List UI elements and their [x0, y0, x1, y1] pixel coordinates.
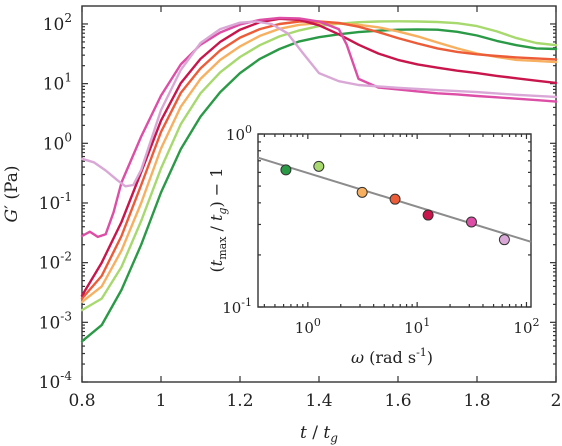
inset-ticks: 100 101 102 10-1 100	[222, 123, 539, 337]
inset-data-point-4	[389, 193, 401, 205]
main-x-tick-label: 1.4	[305, 391, 332, 411]
main-ticks: 0.8 1 1.2 1.4 1.6 1.8 210-410-310-210-11001011…	[39, 6, 562, 411]
inset-data-point-1	[280, 164, 292, 176]
main-y-tick-label: 10-4	[39, 369, 73, 393]
main-axes: 0.8 1 1.2 1.4 1.6 1.8 210-410-310-210-11001011…	[2, 5, 562, 445]
series-line-7	[80, 20, 558, 188]
main-x-tick-label: 0.8	[68, 391, 95, 411]
main-y-tick-label: 102	[43, 11, 72, 35]
inset-y-axis-label: (tmax / tg) − 1	[207, 168, 229, 273]
main-y-axis-label: G′ (Pa)	[2, 166, 22, 223]
inset-y-tick-label: 10-1	[222, 296, 252, 317]
inset-x-tick-label: 100	[295, 316, 321, 337]
inset-y-tick-label: 100	[226, 123, 252, 144]
inset-data-point-7	[498, 234, 510, 246]
main-y-tick-label: 10-1	[39, 190, 72, 214]
inset-data-point-6	[465, 216, 477, 228]
main-y-tick-label: 100	[43, 130, 72, 154]
series-line-1	[80, 28, 558, 343]
main-x-tick-label: 1	[156, 391, 167, 411]
main-x-axis-label: t / tg	[300, 423, 338, 445]
main-y-tick-label: 10-2	[39, 250, 72, 274]
main-y-tick-label: 101	[43, 71, 72, 95]
inset-data-point-2	[313, 160, 325, 172]
inset-background	[258, 134, 531, 307]
main-x-tick-label: 1.2	[226, 391, 253, 411]
inset-data-point-3	[356, 186, 368, 198]
series-line-6	[80, 16, 558, 239]
main-y-tick-label: 10-3	[39, 309, 72, 333]
main-x-tick-label: 1.6	[384, 391, 411, 411]
inset-x-tick-label: 102	[513, 316, 539, 337]
inset-x-tick-label: 101	[404, 316, 430, 337]
main-x-tick-label: 2	[551, 391, 562, 411]
series-line-5	[80, 17, 558, 297]
inset-marks	[257, 156, 532, 246]
inset-x-axis-label: ω (rad s-1)	[351, 346, 433, 367]
inset-axes: 100 101 102 10-1 100 ω (rad s-1) (tmax / tg)…	[207, 123, 540, 367]
main-x-tick-label: 1.8	[463, 391, 490, 411]
inset-data-point-5	[422, 209, 434, 221]
inset-plot-frame	[257, 133, 532, 308]
main-series	[80, 16, 558, 343]
